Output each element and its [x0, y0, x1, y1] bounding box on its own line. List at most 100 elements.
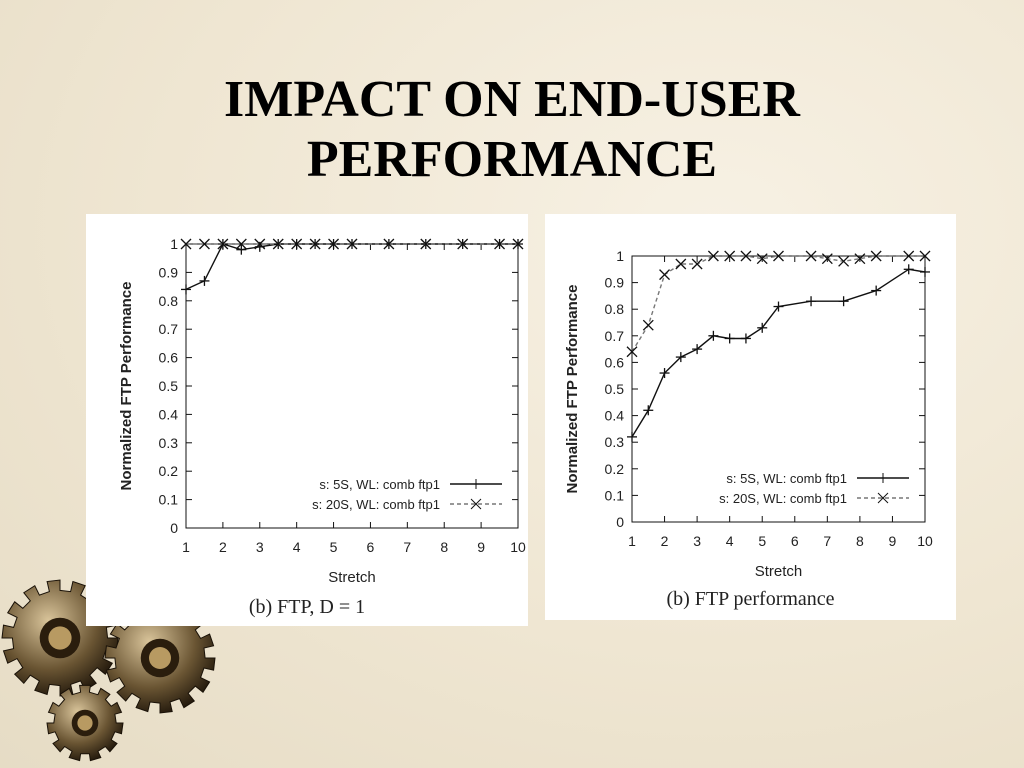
slide-title-line2: PERFORMANCE [306, 131, 718, 188]
y-tick-label: 0.7 [159, 321, 179, 337]
data-point [871, 285, 882, 296]
y-axis-label: Normalized FTP Performance [118, 282, 135, 491]
y-tick-label: 0 [170, 520, 178, 536]
data-point [659, 368, 670, 379]
legend-label: s: 20S, WL: comb ftp1 [719, 491, 847, 506]
y-tick-label: 0.3 [159, 435, 179, 451]
x-tick-label: 9 [889, 533, 897, 549]
x-tick-label: 3 [256, 539, 264, 555]
data-point [643, 405, 654, 416]
y-tick-label: 0.3 [605, 434, 625, 450]
x-tick-label: 4 [726, 533, 734, 549]
data-point [626, 346, 638, 358]
x-tick-label: 7 [823, 533, 831, 549]
data-point [756, 253, 768, 265]
y-tick-label: 0.4 [605, 408, 625, 424]
y-tick-label: 0.1 [159, 492, 179, 508]
data-point [457, 238, 469, 250]
x-tick-label: 8 [856, 533, 864, 549]
y-tick-label: 0.8 [159, 293, 179, 309]
y-tick-label: 0.1 [605, 487, 625, 503]
data-point [383, 238, 395, 250]
x-tick-label: 6 [367, 539, 375, 555]
y-axis-label: Normalized FTP Performance [564, 285, 581, 494]
legend-marker [470, 498, 482, 510]
data-point [675, 258, 687, 270]
data-point [198, 238, 210, 250]
data-point [920, 266, 930, 277]
data-point [346, 238, 358, 250]
y-tick-label: 1 [616, 248, 624, 264]
legend-label: s: 5S, WL: comb ftp1 [726, 471, 847, 486]
data-point [773, 250, 784, 262]
y-tick-label: 0.4 [159, 406, 179, 422]
y-tick-label: 0.2 [159, 463, 179, 479]
y-tick-label: 0.9 [159, 264, 179, 280]
data-point [707, 250, 719, 262]
x-tick-label: 5 [758, 533, 766, 549]
y-tick-label: 0.7 [605, 328, 625, 344]
data-point [199, 275, 210, 286]
data-point [724, 333, 735, 344]
series-line [185, 243, 518, 291]
y-tick-label: 0 [616, 514, 624, 530]
legend-label: s: 20S, WL: comb ftp1 [312, 497, 440, 512]
x-tick-label: 2 [661, 533, 669, 549]
data-point [420, 238, 432, 250]
chart-left: 0 0.1 0.2 0.3 0.4 0.5 0.6 0.7 0.8 0.9 1 1 2 3 4 5 6 7 8 9 10… [118, 236, 526, 586]
data-point [773, 301, 784, 312]
data-point [494, 238, 506, 250]
data-point [757, 322, 768, 333]
data-point [806, 296, 817, 307]
data-point [235, 238, 247, 250]
y-tick-label: 0.6 [159, 350, 179, 366]
data-point [854, 253, 866, 265]
data-point [740, 250, 752, 262]
legend-marker [877, 492, 889, 504]
y-tick-label: 0.9 [605, 275, 625, 291]
legend-marker [471, 479, 481, 489]
data-point [708, 330, 719, 341]
x-tick-label: 7 [403, 539, 411, 555]
data-point [821, 253, 833, 265]
y-tick-label: 0.5 [159, 378, 179, 394]
data-point [309, 238, 321, 250]
x-tick-label: 2 [219, 539, 227, 555]
y-tick-label: 0.2 [605, 461, 625, 477]
x-axis-label: Stretch [755, 563, 803, 580]
chart-panel-right: 0 0.1 0.2 0.3 0.4 0.5 0.6 0.7 0.8 0.9 1 1 2 3 4 5 6 7 8 9 10… [545, 214, 956, 620]
chart-caption-right: (b) FTP performance [666, 588, 835, 610]
data-point [659, 269, 671, 281]
data-point [180, 238, 192, 250]
data-point [692, 344, 703, 355]
x-tick-label: 8 [440, 539, 448, 555]
data-point [724, 250, 736, 262]
data-point [675, 352, 686, 363]
data-point [254, 238, 266, 250]
slide-title: IMPACT ON END-USER PERFORMANCE [0, 70, 1024, 190]
chart-caption-left: (b) FTP, D = 1 [248, 596, 366, 618]
data-point [805, 250, 817, 262]
data-point [627, 431, 637, 442]
data-point [903, 264, 914, 275]
y-tick-label: 0.5 [605, 381, 625, 397]
series-line [631, 268, 926, 438]
data-point [691, 258, 703, 270]
x-tick-label: 3 [693, 533, 701, 549]
x-tick-label: 1 [182, 539, 190, 555]
y-tick-label: 0.6 [605, 354, 625, 370]
data-point [919, 250, 931, 262]
chart-right: 0 0.1 0.2 0.3 0.4 0.5 0.6 0.7 0.8 0.9 1 1 2 3 4 5 6 7 8 9 10… [564, 248, 933, 580]
data-point [740, 333, 751, 344]
y-tick-label: 0.8 [605, 301, 625, 317]
x-tick-label: 6 [791, 533, 799, 549]
x-tick-label: 10 [917, 533, 933, 549]
legend-label: s: 5S, WL: comb ftp1 [319, 477, 440, 492]
slide-title-line1: IMPACT ON END-USER [224, 71, 800, 128]
data-point [217, 238, 229, 250]
x-axis-label: Stretch [328, 569, 376, 586]
data-point [181, 284, 191, 295]
data-point [512, 238, 524, 250]
x-tick-label: 1 [628, 533, 636, 549]
data-point [838, 255, 850, 267]
